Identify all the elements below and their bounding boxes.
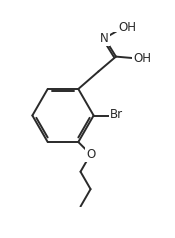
Text: O: O <box>86 148 95 161</box>
Text: OH: OH <box>118 21 136 34</box>
Text: Br: Br <box>110 109 123 121</box>
Text: OH: OH <box>133 52 151 65</box>
Text: N: N <box>100 32 109 45</box>
